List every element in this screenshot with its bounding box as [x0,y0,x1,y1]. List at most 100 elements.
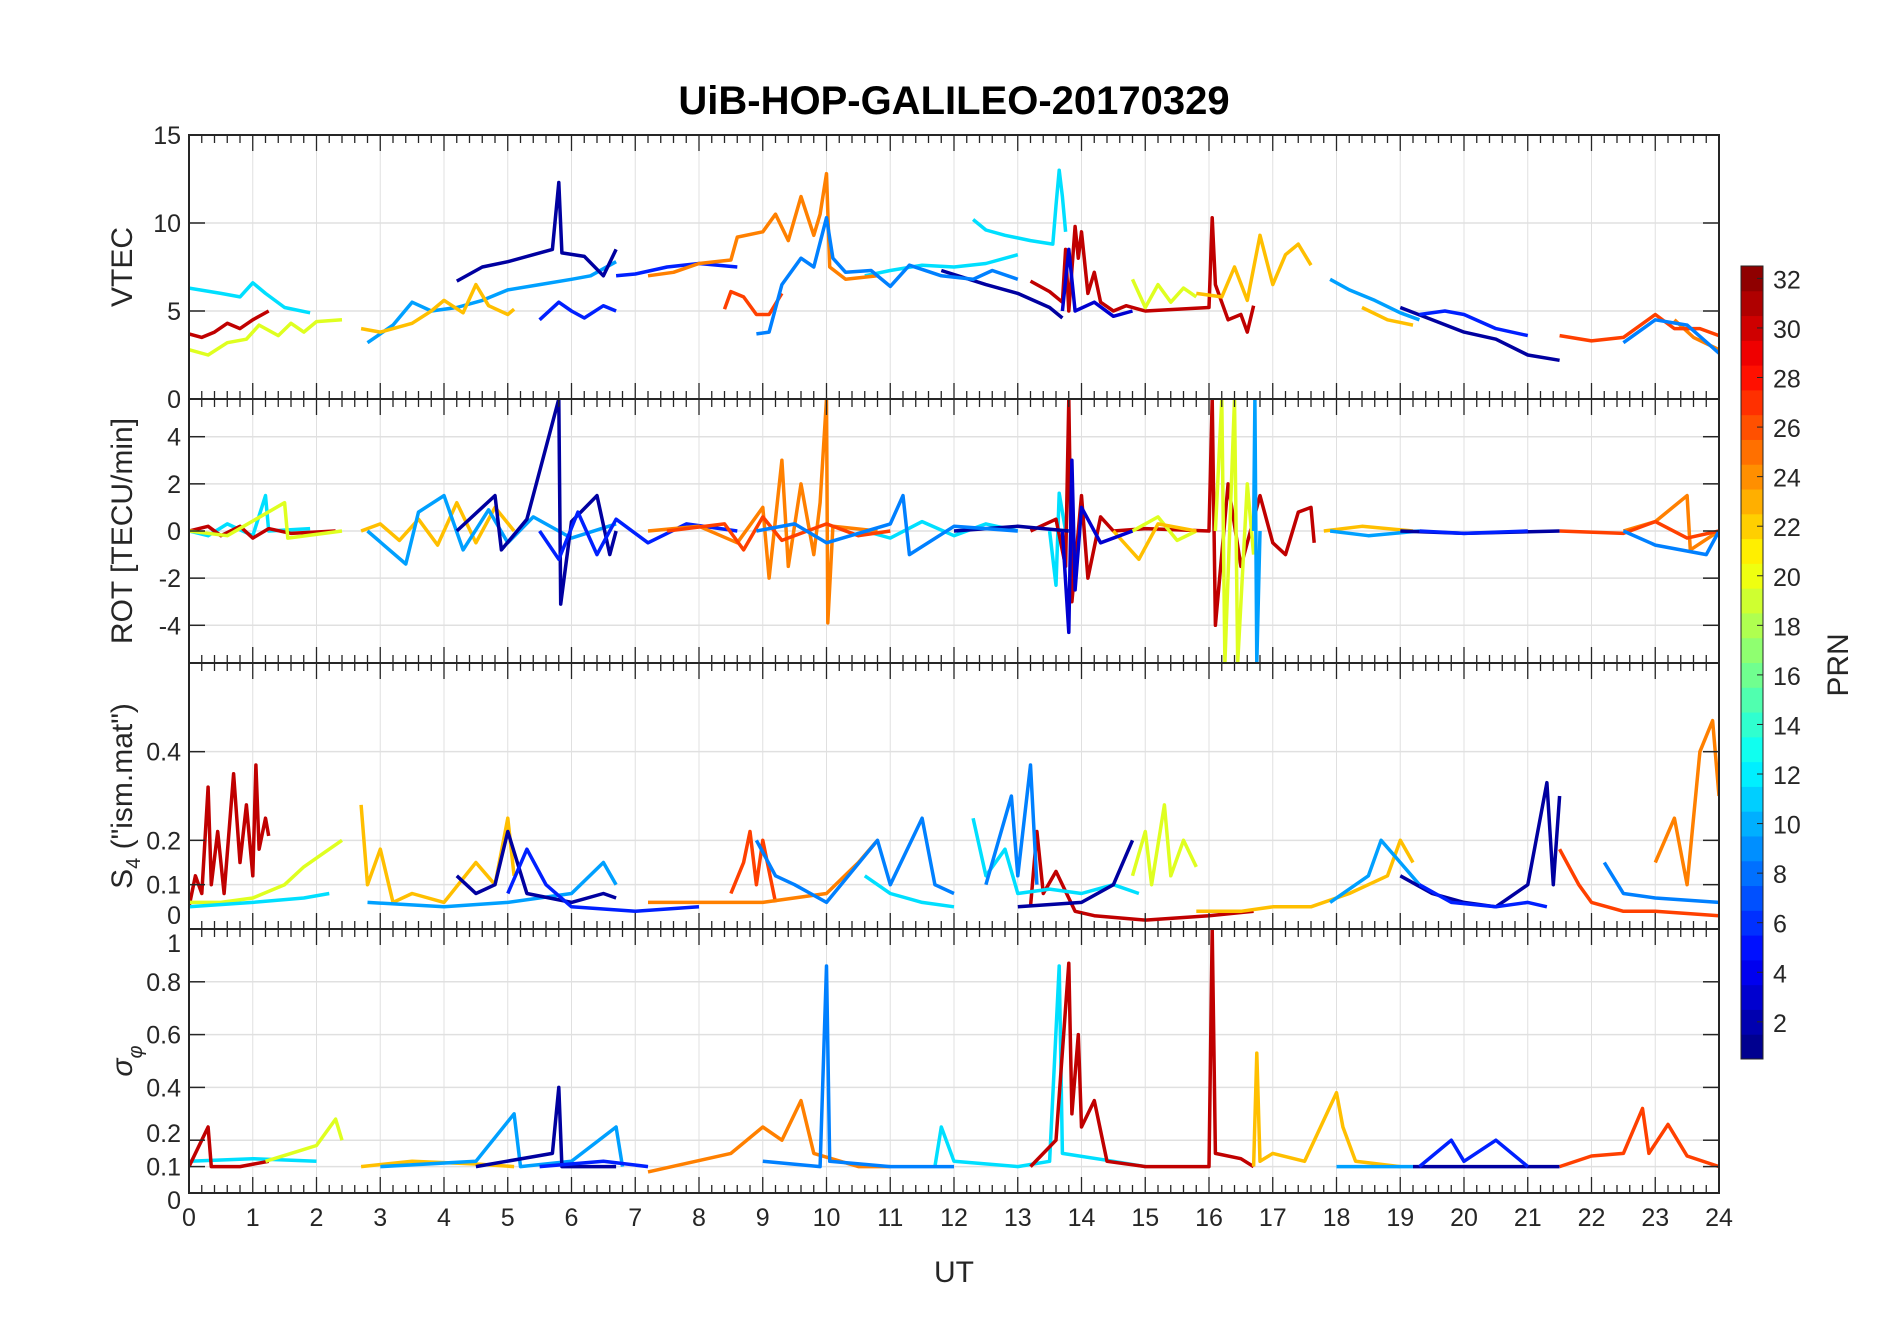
colorbar-segment [1741,1009,1763,1035]
colorbar-tick-label: 4 [1773,960,1787,988]
series-line-prn-21 [1251,1051,1401,1169]
x-tick-label: 14 [1068,1204,1096,1232]
colorbar-segment [1741,340,1763,366]
series-line-prn-1 [455,399,618,606]
series-line-prn-12 [863,874,955,909]
colorbar-segment [1741,612,1763,639]
chart-title: UiB-HOP-GALILEO-20170329 [678,79,1229,123]
series-line-prn-1 [455,180,618,283]
colorbar-segment [1741,315,1763,341]
series-line-prn-30 [189,763,271,908]
series-line-prn-19 [264,1117,344,1163]
colorbar-segment [1741,761,1763,787]
series-line-prn-4 [506,847,700,914]
colorbar-tick-label: 14 [1773,712,1801,740]
y-tick-label: 4 [167,424,181,452]
series-line-prn-24 [1653,718,1719,887]
x-tick-label: 18 [1323,1204,1351,1232]
series-line-prn-26 [1559,312,1719,343]
series-group [189,718,1719,922]
series-line-prn-21 [1112,522,1197,562]
colorbar-tick-label: 8 [1773,861,1787,889]
series-line-prn-9 [380,1112,625,1169]
x-axis-label: UT [934,1256,974,1289]
series-line-prn-1 [475,1085,617,1169]
series-line-prn-12 [933,964,1146,1169]
series-line-prn-26 [1559,1106,1719,1169]
series-line-prn-4 [1419,309,1529,338]
x-tick-label: 6 [565,1204,579,1232]
series-line-prn-9 [367,860,618,909]
x-tick-label: 7 [628,1204,642,1232]
colorbar-tick-label: 2 [1773,1010,1787,1038]
colorbar-tick-label: 12 [1773,762,1801,790]
colorbar-segment [1741,365,1763,391]
colorbar-segment [1741,885,1763,911]
x-tick-label: 5 [501,1204,515,1232]
x-tick-label: 8 [692,1204,706,1232]
series-line-prn-1 [1017,839,1135,909]
colorbar-segment [1741,786,1763,812]
rot-y-axis-label: ROT [TECU/min] [106,418,139,644]
series-line-prn-30 [1029,215,1256,334]
x-tick-label: 16 [1195,1204,1223,1232]
colorbar-segment [1741,637,1763,663]
x-tick-label: 24 [1705,1204,1733,1232]
y-tick-label: 0.2 [146,1120,181,1148]
colorbar-segment [1741,563,1763,589]
series-line-prn-4 [1418,1138,1529,1168]
series-line-prn-21 [1323,524,1414,533]
y-tick-label: -2 [159,565,181,593]
series-line-prn-19 [1130,278,1198,310]
series-line-prn-9 [1251,399,1262,663]
series-line-prn-8 [756,215,1019,336]
series-line-prn-4 [539,1159,649,1169]
colorbar-segment [1741,414,1763,440]
series-line-prn-12 [189,891,330,909]
colorbar-tick-label: 6 [1773,911,1787,939]
colorbar-frame [1740,265,1764,1060]
series-line-prn-26 [722,289,784,317]
series-group [189,168,1719,363]
colorbar-tick-label: 30 [1773,316,1801,344]
series-line-prn-12 [971,168,1068,246]
series-line-prn-9 [366,493,617,566]
series-line-prn-8 [984,763,1039,886]
colorbar-tick-label: 32 [1773,266,1801,294]
series-line-prn-2 [1060,458,1134,635]
series-line-prn-21 [360,500,516,547]
series-line-prn-4 [1419,529,1528,536]
series-line-prn-12 [864,253,1019,278]
vtec-panel: 0 5 10 15 VTEC [106,122,1720,414]
colorbar-segment [1741,1034,1763,1060]
series-line-prn-9 [1329,838,1421,904]
x-tick-label: 13 [1004,1204,1032,1232]
colorbar-segment [1741,389,1763,416]
x-tick-label: 1 [246,1204,260,1232]
series-line-prn-2 [1060,247,1133,319]
series-line-prn-26 [1558,848,1719,918]
colorbar-tick-label: 26 [1773,415,1801,443]
series-line-prn-9 [366,260,617,345]
series-line-prn-1 [455,829,617,905]
series-line-prn-26 [1559,519,1719,540]
series-line-prn-19 [1213,399,1256,663]
series-line-prn-8 [762,964,954,1169]
x-tick-label: 11 [877,1204,903,1232]
x-tick-label: 23 [1641,1204,1669,1232]
colorbar-segment [1741,811,1763,837]
series-line-prn-8 [1602,861,1719,905]
series-line-prn-4 [538,300,617,322]
colorbar-segment [1741,464,1763,490]
colorbar-tick-label: 24 [1773,465,1801,493]
rot-panel: -4 -2 0 2 4 ROT [TECU/min] [106,398,1720,664]
colorbar-segment [1741,959,1763,986]
y-tick-label: 0.6 [146,1022,181,1050]
series-line-prn-12 [189,281,311,315]
y-tick-label: 2 [167,471,181,499]
series-line-prn-9 [1329,277,1421,322]
